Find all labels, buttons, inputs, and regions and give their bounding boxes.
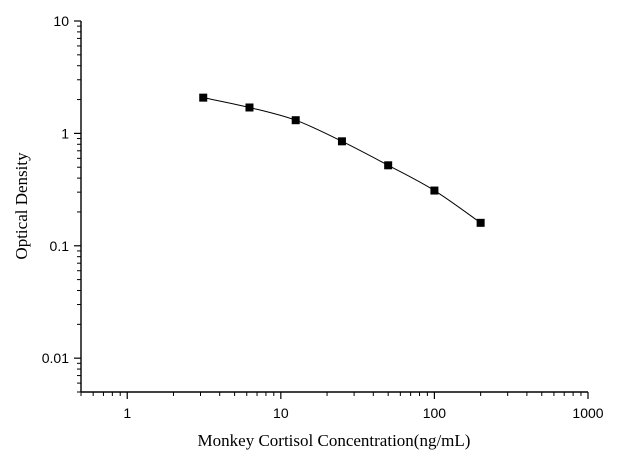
- axes-layer: [80, 21, 588, 393]
- x-tick-label: 1: [123, 405, 131, 421]
- y-tick-label: 0.1: [50, 238, 70, 254]
- x-tick-label: 10: [273, 405, 289, 421]
- data-point-7: [476, 218, 485, 227]
- tick-labels-layer: 1 10 100 1000 0.01 0.1 1 10: [42, 13, 604, 421]
- x-tick-label: 100: [423, 405, 447, 421]
- y-tick-label: 10: [53, 13, 69, 29]
- points-layer: [199, 93, 485, 227]
- data-point-3: [291, 116, 300, 125]
- x-tick-label: 1000: [572, 405, 603, 421]
- y-tick-label: 0.01: [42, 350, 69, 366]
- y-tick-label: 1: [61, 125, 69, 141]
- data-point-2: [245, 103, 254, 112]
- series-line-1: [203, 97, 481, 224]
- data-point-4: [337, 137, 346, 146]
- ticks-layer: [74, 20, 589, 399]
- data-point-5: [384, 161, 393, 170]
- data-point-1: [199, 93, 208, 102]
- data-point-6: [430, 186, 439, 195]
- x-axis-title: Monkey Cortisol Concentration(ng/mL): [198, 431, 471, 450]
- series-layer: [203, 97, 481, 224]
- y-axis-title: Optical Density: [12, 152, 31, 260]
